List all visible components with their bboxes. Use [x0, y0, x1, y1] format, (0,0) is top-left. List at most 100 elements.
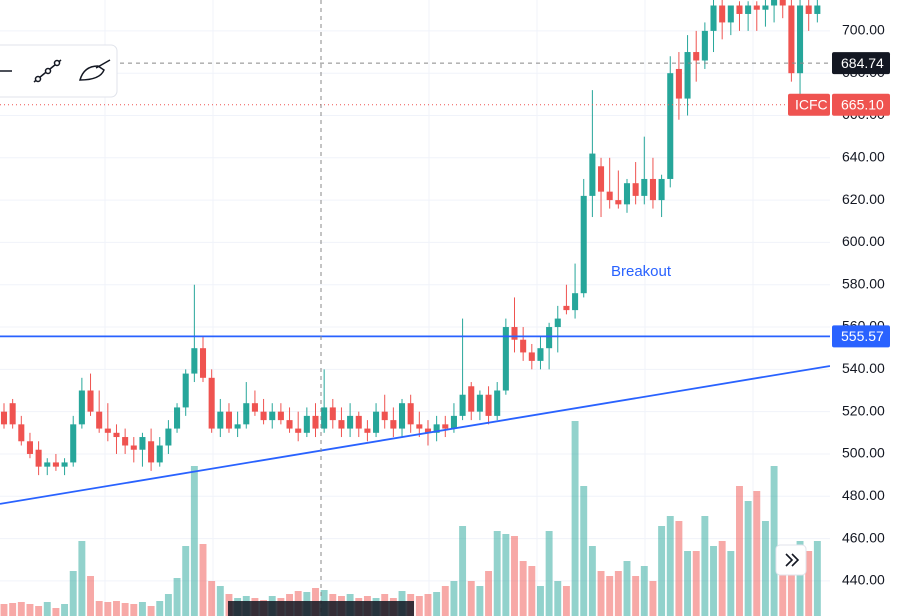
candle-body — [632, 183, 639, 196]
candle-body — [398, 403, 406, 429]
candle-body — [329, 407, 336, 421]
volume-bar — [35, 606, 43, 616]
candle-body — [269, 411, 276, 421]
scroll-button[interactable] — [775, 544, 807, 576]
volume-bar — [744, 501, 752, 616]
candle-body — [381, 411, 388, 421]
volume-bar — [770, 466, 778, 616]
candle-body — [407, 403, 414, 425]
candle-body — [476, 394, 483, 412]
volume-bar — [649, 581, 657, 616]
volume-bar — [485, 571, 493, 616]
candle-body — [459, 394, 466, 416]
volume-bar — [779, 546, 787, 616]
candle-body — [771, 0, 778, 6]
candle-body — [26, 441, 33, 454]
volume-bar — [147, 606, 155, 616]
candle-body — [130, 445, 137, 450]
volume-bar — [666, 516, 674, 616]
volume-bar — [511, 536, 518, 616]
candle-body — [139, 437, 146, 450]
last-price-label: 665.10 — [841, 96, 884, 112]
volume-bar — [710, 546, 717, 616]
candle-body — [762, 5, 769, 10]
volume-bar — [130, 604, 138, 616]
candle-body — [494, 390, 501, 416]
volume-bar — [104, 602, 112, 616]
candle-body — [70, 424, 77, 463]
volume-bar — [545, 531, 553, 616]
volume-bar — [787, 556, 795, 616]
y-tick-label: 580.00 — [842, 275, 885, 291]
volume-bar — [727, 551, 735, 616]
candle-body — [615, 200, 622, 205]
volume-bar — [571, 421, 579, 616]
volume-bar — [190, 466, 198, 616]
candle-body — [511, 327, 518, 340]
candle-body — [693, 52, 700, 61]
symbol-label: ICFC — [795, 96, 828, 112]
volume-bar — [17, 602, 25, 616]
candle-body — [606, 191, 613, 201]
volume-bar — [113, 601, 120, 616]
candle-body — [546, 327, 553, 349]
volume-bar — [476, 586, 484, 616]
y-tick-label: 700.00 — [842, 22, 885, 38]
volume-bar — [813, 541, 821, 616]
volume-bar — [0, 604, 8, 616]
candle-body — [424, 428, 432, 433]
volume-bar — [95, 601, 103, 616]
candle-body — [598, 166, 605, 192]
candle-body — [468, 386, 475, 412]
candle-body — [753, 5, 760, 10]
candle-body — [520, 339, 527, 353]
candle-body — [35, 449, 42, 467]
volume-bar — [216, 586, 224, 616]
grid — [0, 0, 830, 616]
annotation: Breakout — [611, 263, 672, 280]
candle-body — [572, 293, 579, 311]
candle-body — [667, 73, 674, 179]
crosshair-price-box — [832, 52, 890, 75]
volume-bar — [684, 551, 692, 616]
candle-body — [9, 403, 16, 425]
volume-bar — [78, 541, 86, 616]
candle-body — [338, 420, 345, 429]
candle-body — [416, 424, 423, 429]
candle-body — [736, 5, 743, 14]
candle-body — [355, 415, 362, 429]
candle-body — [797, 5, 804, 74]
volume-bar — [805, 551, 813, 616]
candle-body — [191, 348, 198, 374]
candle-body — [589, 153, 596, 196]
candle-body — [563, 305, 570, 311]
y-tick-label: 620.00 — [842, 191, 885, 207]
candle-body — [502, 327, 509, 391]
trend-tool-icon[interactable] — [33, 59, 62, 83]
candle-body — [104, 428, 111, 433]
candle-body — [321, 407, 328, 429]
y-tick-label: 640.00 — [842, 149, 885, 165]
candle-body — [450, 415, 457, 429]
candle-body — [649, 178, 656, 201]
time-scrollbar[interactable] — [228, 601, 414, 616]
volume-bar — [493, 531, 501, 616]
candle-body — [805, 5, 812, 14]
candle-body — [113, 432, 120, 438]
candle-body — [433, 424, 440, 433]
volume-bar — [415, 596, 423, 616]
candle-layer — [0, 0, 821, 476]
volume-bar — [658, 526, 666, 616]
brush-tool-icon[interactable] — [79, 59, 111, 81]
candle-body — [364, 428, 371, 433]
volume-layer — [0, 421, 821, 616]
price-axis — [830, 0, 906, 616]
candle-body — [623, 183, 631, 205]
candle-body — [148, 441, 155, 463]
volume-bar — [43, 602, 51, 616]
volume-bar — [580, 486, 588, 616]
crosshair-price-label: 684.74 — [841, 55, 884, 71]
volume-bar — [675, 521, 683, 616]
volume-bar — [562, 586, 570, 616]
